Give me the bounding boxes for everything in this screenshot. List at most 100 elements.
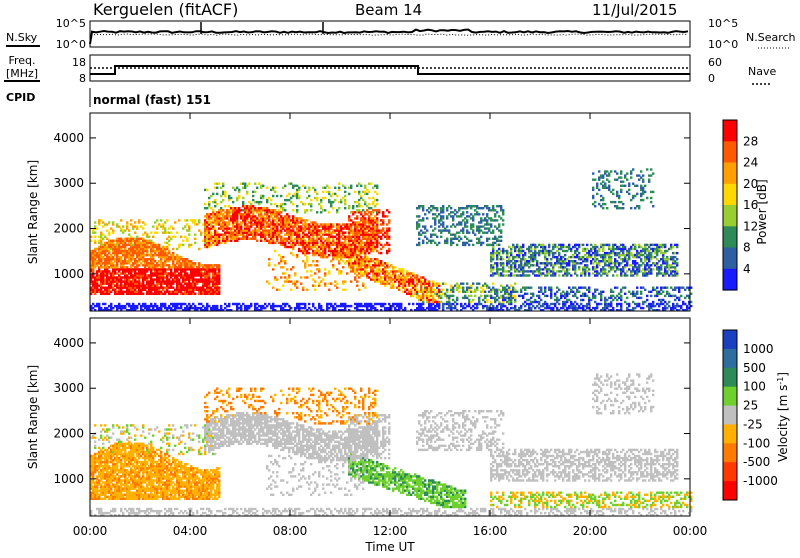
heatmap-cell <box>492 232 494 234</box>
heatmap-cell <box>424 225 426 227</box>
heatmap-cell <box>524 305 526 307</box>
heatmap-cell <box>220 305 222 307</box>
heatmap-cell <box>200 303 202 305</box>
heatmap-cell <box>388 211 390 213</box>
heatmap-cell <box>380 236 382 238</box>
heatmap-cell <box>266 305 268 307</box>
heatmap-cell <box>306 270 308 272</box>
heatmap-cell <box>376 185 378 187</box>
heatmap-cell <box>154 303 156 305</box>
heatmap-cell <box>386 270 388 272</box>
heatmap-cell <box>338 207 340 209</box>
heatmap-cell <box>336 209 338 211</box>
heatmap-cell <box>262 185 264 187</box>
heatmap-cell <box>462 232 464 234</box>
heatmap-cell <box>282 266 284 268</box>
heatmap-cell <box>304 240 306 242</box>
heatmap-cell <box>406 270 408 272</box>
heatmap-cell <box>306 289 308 291</box>
heatmap-cell <box>350 280 352 282</box>
heatmap-cell <box>338 189 340 191</box>
heatmap-cell <box>554 252 556 254</box>
heatmap-cell <box>132 303 134 305</box>
heatmap-cell <box>368 276 370 278</box>
heatmap-cell <box>182 240 184 242</box>
heatmap-cell <box>314 307 316 309</box>
heatmap-cell <box>302 287 304 289</box>
station-title: Kerguelen (fitACF) <box>93 0 238 19</box>
heatmap-cell <box>370 303 372 305</box>
heatmap-cell <box>234 189 236 191</box>
heatmap-cell <box>472 223 474 225</box>
heatmap-cell <box>320 199 322 201</box>
heatmap-cell <box>284 260 286 262</box>
heatmap-cell <box>240 305 242 307</box>
heatmap-cell <box>344 199 346 201</box>
heatmap-cell <box>194 262 196 264</box>
heatmap-cell <box>544 246 546 248</box>
heatmap-cell <box>282 285 284 287</box>
heatmap-cell <box>238 207 240 209</box>
heatmap-cell <box>470 295 472 297</box>
heatmap-cell <box>502 252 504 254</box>
heatmap-cell <box>492 287 494 289</box>
nsky-tick-bottom: 10^0 <box>56 38 86 51</box>
heatmap-cell <box>544 289 546 291</box>
heatmap-cell <box>152 236 154 238</box>
heatmap-cell <box>502 219 504 221</box>
heatmap-cell <box>156 232 158 234</box>
heatmap-cell <box>284 209 286 211</box>
heatmap-cell <box>388 219 390 221</box>
heatmap-cell <box>344 232 346 234</box>
heatmap-cell <box>486 213 488 215</box>
heatmap-cell <box>532 293 534 295</box>
heatmap-cell <box>446 242 448 244</box>
heatmap-cell <box>456 303 458 305</box>
heatmap-cell <box>364 201 366 203</box>
heatmap-cell <box>546 303 548 305</box>
heatmap-cell <box>316 193 318 195</box>
heatmap-cell <box>312 303 314 305</box>
heatmap-cell <box>148 236 150 238</box>
heatmap-cell <box>256 187 258 189</box>
heatmap-cell <box>452 289 454 291</box>
heatmap-cell <box>318 276 320 278</box>
heatmap-cell <box>94 240 96 242</box>
heatmap-cell <box>350 225 352 227</box>
heatmap-cell <box>174 236 176 238</box>
heatmap-cell <box>304 203 306 205</box>
heatmap-cell <box>350 219 352 221</box>
heatmap-cell <box>468 232 470 234</box>
heatmap-cell <box>536 246 538 248</box>
heatmap-cell <box>458 232 460 234</box>
heatmap-cell <box>266 207 268 209</box>
heatmap-cell <box>426 229 428 231</box>
heatmap-cell <box>224 205 226 207</box>
heatmap-cell <box>380 244 382 246</box>
heatmap-cell <box>358 183 360 185</box>
heatmap-cell <box>272 268 274 270</box>
heatmap-cell <box>496 219 498 221</box>
heatmap-cell <box>354 191 356 193</box>
heatmap-cell <box>296 280 298 282</box>
heatmap-cell <box>382 246 384 248</box>
heatmap-cell <box>152 225 154 227</box>
heatmap-cell <box>274 276 276 278</box>
heatmap-cell <box>312 187 314 189</box>
heatmap-cell <box>422 205 424 207</box>
heatmap-cell <box>434 213 436 215</box>
heatmap-cell <box>296 209 298 211</box>
heatmap-cell <box>308 187 310 189</box>
heatmap-cell <box>436 215 438 217</box>
heatmap-cell <box>358 191 360 193</box>
heatmap-cell <box>568 268 570 270</box>
heatmap-cell <box>164 303 166 305</box>
heatmap-cell <box>340 199 342 201</box>
heatmap-cell <box>214 227 216 229</box>
heatmap-cell <box>316 199 318 201</box>
heatmap-cell <box>218 287 220 289</box>
heatmap-cell <box>550 258 552 260</box>
heatmap-cell <box>308 195 310 197</box>
heatmap-cell <box>540 287 542 289</box>
